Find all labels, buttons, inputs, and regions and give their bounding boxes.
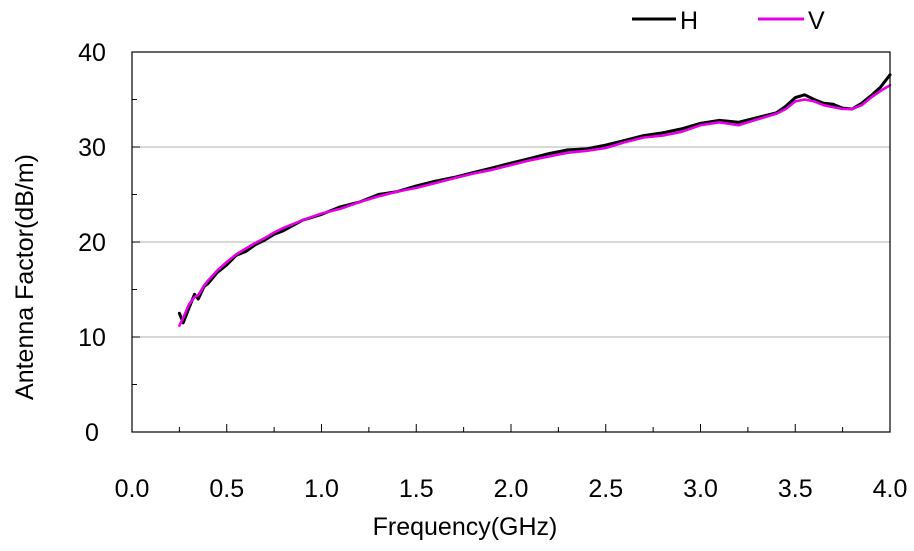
legend-label-v: V <box>808 7 825 35</box>
y-tick-label: 40 <box>78 39 106 67</box>
y-tick-label: 20 <box>78 229 106 257</box>
y-tick-label: 30 <box>78 134 106 162</box>
y-tick-label: 0 <box>85 419 99 447</box>
x-tick-label: 0.5 <box>209 475 244 503</box>
x-axis-title: Frequency(GHz) <box>373 513 558 541</box>
x-tick-label: 1.0 <box>304 475 339 503</box>
tick-labels: 0 10 20 30 40 0.0 0.5 1.0 1.5 2.0 2.5 3.0 3.5 4.0 <box>78 39 907 503</box>
x-tick-label: 0.0 <box>115 475 150 503</box>
x-tick-label: 1.5 <box>399 475 434 503</box>
x-tick-label: 2.5 <box>588 475 623 503</box>
legend: H V <box>632 7 825 35</box>
y-tick-label: 10 <box>78 324 106 352</box>
series-line-h <box>177 73 892 325</box>
x-tick-label: 2.0 <box>494 475 529 503</box>
axes <box>131 51 891 433</box>
series-layer <box>177 73 892 327</box>
y-axis-title: Antenna Factor(dB/m) <box>11 154 39 400</box>
x-tick-label: 3.0 <box>683 475 718 503</box>
legend-label-h: H <box>680 7 698 35</box>
x-tick-label: 4.0 <box>873 475 908 503</box>
grid-lines <box>132 51 890 338</box>
series-line-v <box>178 84 892 327</box>
x-tick-label: 3.5 <box>778 475 813 503</box>
